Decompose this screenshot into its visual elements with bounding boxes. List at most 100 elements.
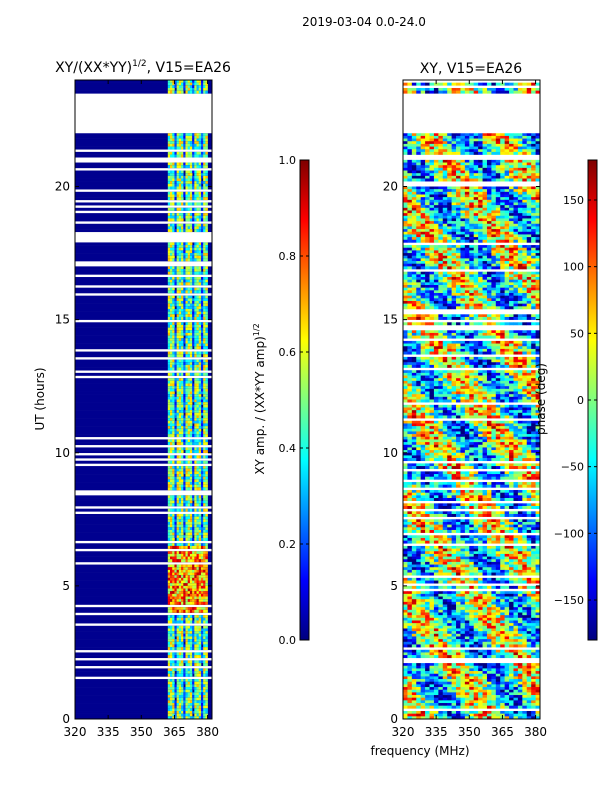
left-cell [176, 716, 180, 720]
right-cell [500, 223, 505, 227]
left-cell [189, 519, 193, 523]
left-cell [187, 545, 191, 549]
left-cell [181, 372, 184, 376]
right-cell [535, 191, 541, 195]
right-cell [442, 167, 448, 171]
right-cell [526, 207, 532, 211]
right-cell [522, 250, 528, 254]
right-cell [469, 245, 475, 249]
left-cell [183, 277, 186, 280]
right-cell [442, 245, 448, 249]
left-cell [203, 655, 206, 659]
left-cell [196, 569, 200, 573]
left-cell [167, 258, 171, 262]
left-cell [203, 364, 206, 368]
left-cell [192, 303, 195, 307]
left-cell [189, 615, 193, 619]
left-cell [178, 271, 182, 275]
left-cell [183, 695, 186, 698]
left-cell [170, 143, 173, 147]
left-cell [189, 450, 193, 454]
left-cell [181, 567, 184, 571]
left-cell [196, 80, 200, 83]
left-cell [198, 468, 202, 472]
left-cell [196, 282, 200, 286]
left-cell [174, 559, 177, 563]
right-cell [482, 191, 488, 195]
right-cell [495, 261, 501, 265]
right-cell [526, 245, 532, 249]
left-cell-row [75, 503, 212, 507]
left-cell [181, 186, 184, 190]
left-cell [174, 495, 177, 499]
right-cell [531, 202, 536, 206]
left-cell [194, 588, 197, 592]
left-cell [174, 154, 177, 158]
left-cell [183, 482, 186, 485]
left-cell [205, 399, 208, 403]
right-cell [504, 253, 510, 257]
left-cell [200, 165, 204, 169]
left-cell [189, 468, 193, 472]
right-cell [469, 151, 475, 155]
right-cell [447, 253, 452, 257]
left-cell [174, 335, 177, 339]
left-cell [167, 135, 171, 139]
right-cell [513, 90, 519, 94]
left-cell [181, 410, 184, 414]
right-cell [438, 213, 444, 217]
left-cell-row [75, 641, 212, 645]
right-cell [407, 226, 413, 230]
right-cell [464, 215, 470, 219]
right-cell [526, 165, 532, 169]
left-cell [172, 564, 175, 568]
right-cell [469, 237, 475, 241]
left-cell [167, 354, 171, 358]
right-cell [416, 247, 421, 251]
left-cell [167, 271, 171, 275]
left-cell [167, 655, 171, 659]
left-cell [189, 711, 193, 714]
left-cell [187, 588, 191, 592]
left-cell [189, 625, 193, 629]
left-cell [185, 412, 188, 416]
right-cell [411, 239, 417, 243]
left-cell [174, 431, 177, 435]
left-cell [178, 700, 182, 704]
left-cell [178, 442, 182, 446]
right-cell [456, 82, 461, 86]
right-cell [522, 207, 528, 211]
left-cell [174, 290, 177, 294]
right-cell [451, 229, 457, 233]
left-cell [187, 133, 191, 137]
right-cell [513, 194, 519, 198]
left-cell-row [75, 338, 212, 342]
left-cell [198, 716, 202, 720]
left-cell [203, 410, 206, 414]
left-cell [167, 532, 171, 536]
left-cell [174, 80, 177, 83]
right-cell [535, 151, 541, 155]
left-cell [192, 308, 195, 312]
left-cell [172, 364, 175, 368]
left-cell [167, 242, 171, 246]
left-cell [198, 330, 202, 334]
right-cell [429, 266, 435, 270]
left-cell [194, 591, 197, 595]
left-cell [178, 516, 182, 520]
left-cell [200, 290, 204, 294]
left-cell [192, 615, 195, 619]
left-cell [181, 367, 184, 371]
left-cell [198, 644, 202, 648]
left-cell [187, 354, 191, 358]
left-cell [187, 647, 191, 651]
left-cell [183, 655, 186, 659]
left-cell [194, 615, 197, 619]
left-cell [178, 484, 182, 488]
left-cell [178, 687, 182, 691]
right-cell [495, 146, 501, 150]
left-cell [170, 324, 173, 328]
left-cell [194, 391, 197, 395]
right-cell [482, 165, 488, 169]
left-cell [183, 681, 186, 685]
